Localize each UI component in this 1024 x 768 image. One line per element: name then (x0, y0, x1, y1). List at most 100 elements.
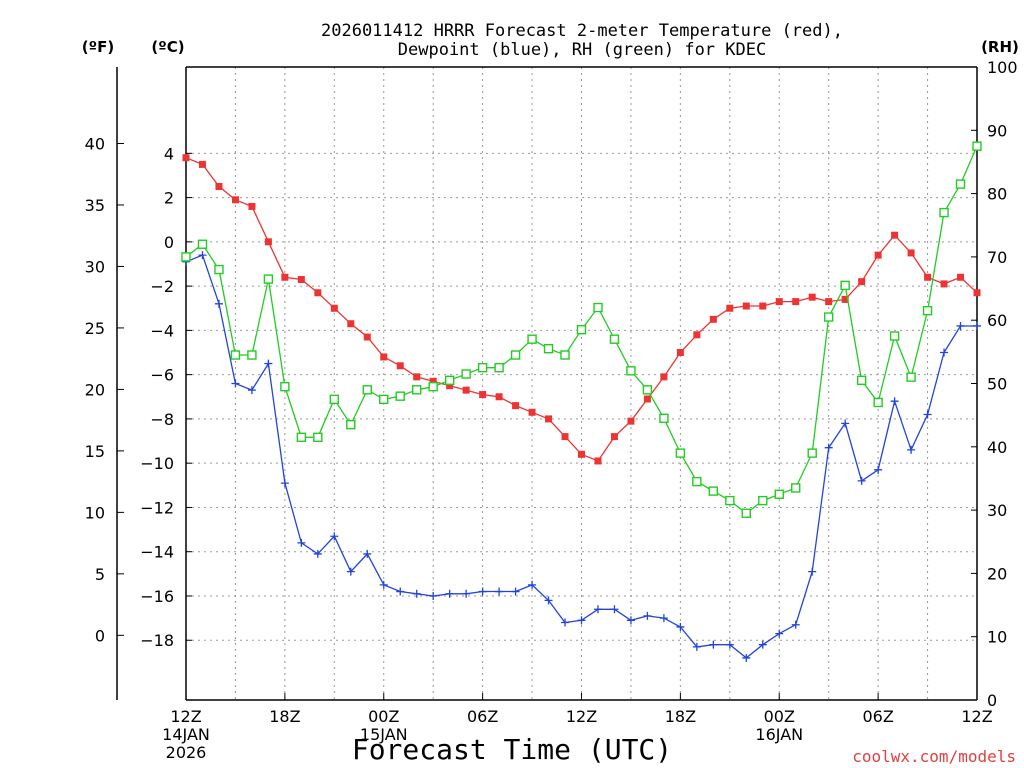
temperature-point (627, 417, 635, 425)
temperature-point (676, 349, 684, 357)
fahrenheit-tick-label: 15 (85, 442, 105, 461)
x-axis-label: Forecast Time (UTC) (352, 733, 672, 766)
rh-point (807, 448, 817, 458)
rh-point (626, 366, 636, 376)
series-temperature (182, 154, 981, 465)
rh-point (593, 302, 603, 313)
tick-labels: 4035302520151050420−2−4−6−8−10−12−14−16−… (85, 58, 1018, 762)
temperature-point (726, 304, 734, 312)
fahrenheit-tick-label: 30 (85, 257, 105, 276)
rh-point (955, 179, 966, 189)
date-label-year: 2026 (166, 743, 207, 762)
rh-unit-label: (RH) (981, 38, 1019, 56)
dewpoint-point (478, 587, 487, 596)
rh-point (840, 280, 850, 291)
fahrenheit-tick-label: 40 (85, 134, 105, 153)
rh-point (972, 141, 982, 151)
temperature-point (215, 183, 223, 191)
temperature-point (643, 395, 651, 403)
series-rh (181, 141, 982, 518)
rh-point (642, 385, 653, 395)
chart-title-line2: Dewpoint (blue), RH (green) for KDEC (398, 40, 766, 60)
temperature-point (528, 408, 536, 416)
dewpoint-point (544, 596, 553, 605)
dewpoint-point (363, 549, 372, 558)
dewpoint-point (956, 321, 965, 330)
temperature-point (841, 295, 849, 303)
dewpoint-point (709, 640, 718, 649)
temperature-point (479, 391, 487, 399)
rh-point (889, 331, 900, 341)
temperature-point (940, 280, 948, 288)
rh-point (906, 372, 916, 382)
date-label: 14JAN (162, 725, 210, 744)
rh-point (873, 397, 883, 408)
x-tick-label: 12Z (170, 707, 201, 726)
celsius-tick-label: −8 (150, 410, 174, 429)
temperature-point (610, 433, 618, 441)
rh-point (922, 306, 933, 316)
rh-point (230, 350, 241, 360)
dewpoint-point (758, 640, 767, 649)
temperature-point (693, 331, 701, 339)
dewpoint-point (791, 620, 800, 629)
dewpoint-point (511, 587, 520, 596)
celsius-tick-label: 4 (164, 144, 174, 163)
date-label: 16JAN (755, 725, 803, 744)
dewpoint-point (577, 616, 586, 625)
fahrenheit-unit-label: (ºF) (82, 38, 114, 56)
celsius-tick-label: −6 (150, 366, 174, 385)
dewpoint-point (593, 605, 602, 614)
temperature-point (808, 293, 816, 301)
dewpoint-point (725, 640, 734, 649)
celsius-tick-label: −16 (140, 587, 174, 606)
temperature-point (561, 433, 569, 441)
rh-point (774, 489, 784, 499)
temperature-point (907, 249, 915, 257)
rh-point (560, 350, 570, 360)
temperature-point (891, 231, 899, 239)
temperature-point (396, 362, 404, 370)
rh-point (659, 413, 669, 424)
rh-point (791, 483, 801, 493)
x-tick-label: 00Z (764, 707, 795, 726)
temperature-point (264, 238, 272, 246)
temperature-point (545, 415, 553, 423)
rh-point (576, 324, 587, 335)
rh-point (477, 362, 488, 373)
rh-point (329, 394, 340, 405)
rh-point (510, 350, 521, 360)
temperature-point (429, 377, 437, 385)
dewpoint-point (808, 567, 817, 576)
celsius-tick-label: −2 (150, 277, 174, 296)
dewpoint-point (890, 397, 899, 406)
rh-point (527, 334, 537, 344)
temperature-point (281, 273, 289, 281)
rh-point (181, 252, 191, 262)
dewpoint-point (346, 567, 355, 576)
rh-point (741, 508, 751, 518)
temperature-point (182, 154, 190, 162)
temperature-point (248, 202, 256, 210)
dewpoint-point (313, 549, 322, 558)
temperature-point (314, 289, 322, 297)
celsius-tick-label: −12 (140, 498, 174, 517)
temperature-point (512, 402, 520, 410)
dewpoint-point (692, 642, 701, 651)
dewpoint-point (462, 589, 471, 598)
dewpoint-point (643, 611, 652, 620)
rh-point (708, 486, 719, 496)
rh-tick-label: 60 (987, 311, 1007, 330)
rh-point (444, 375, 455, 386)
temperature-point (347, 320, 355, 328)
celsius-unit-label: (ºC) (151, 38, 184, 56)
celsius-tick-label: −14 (140, 543, 174, 562)
rh-point (313, 432, 323, 443)
rh-point (939, 207, 949, 218)
fahrenheit-tick-label: 20 (85, 380, 105, 399)
dewpoint-point (841, 419, 850, 428)
temperature-point (759, 302, 767, 310)
temperature-point (413, 373, 421, 381)
rh-point (675, 448, 686, 458)
